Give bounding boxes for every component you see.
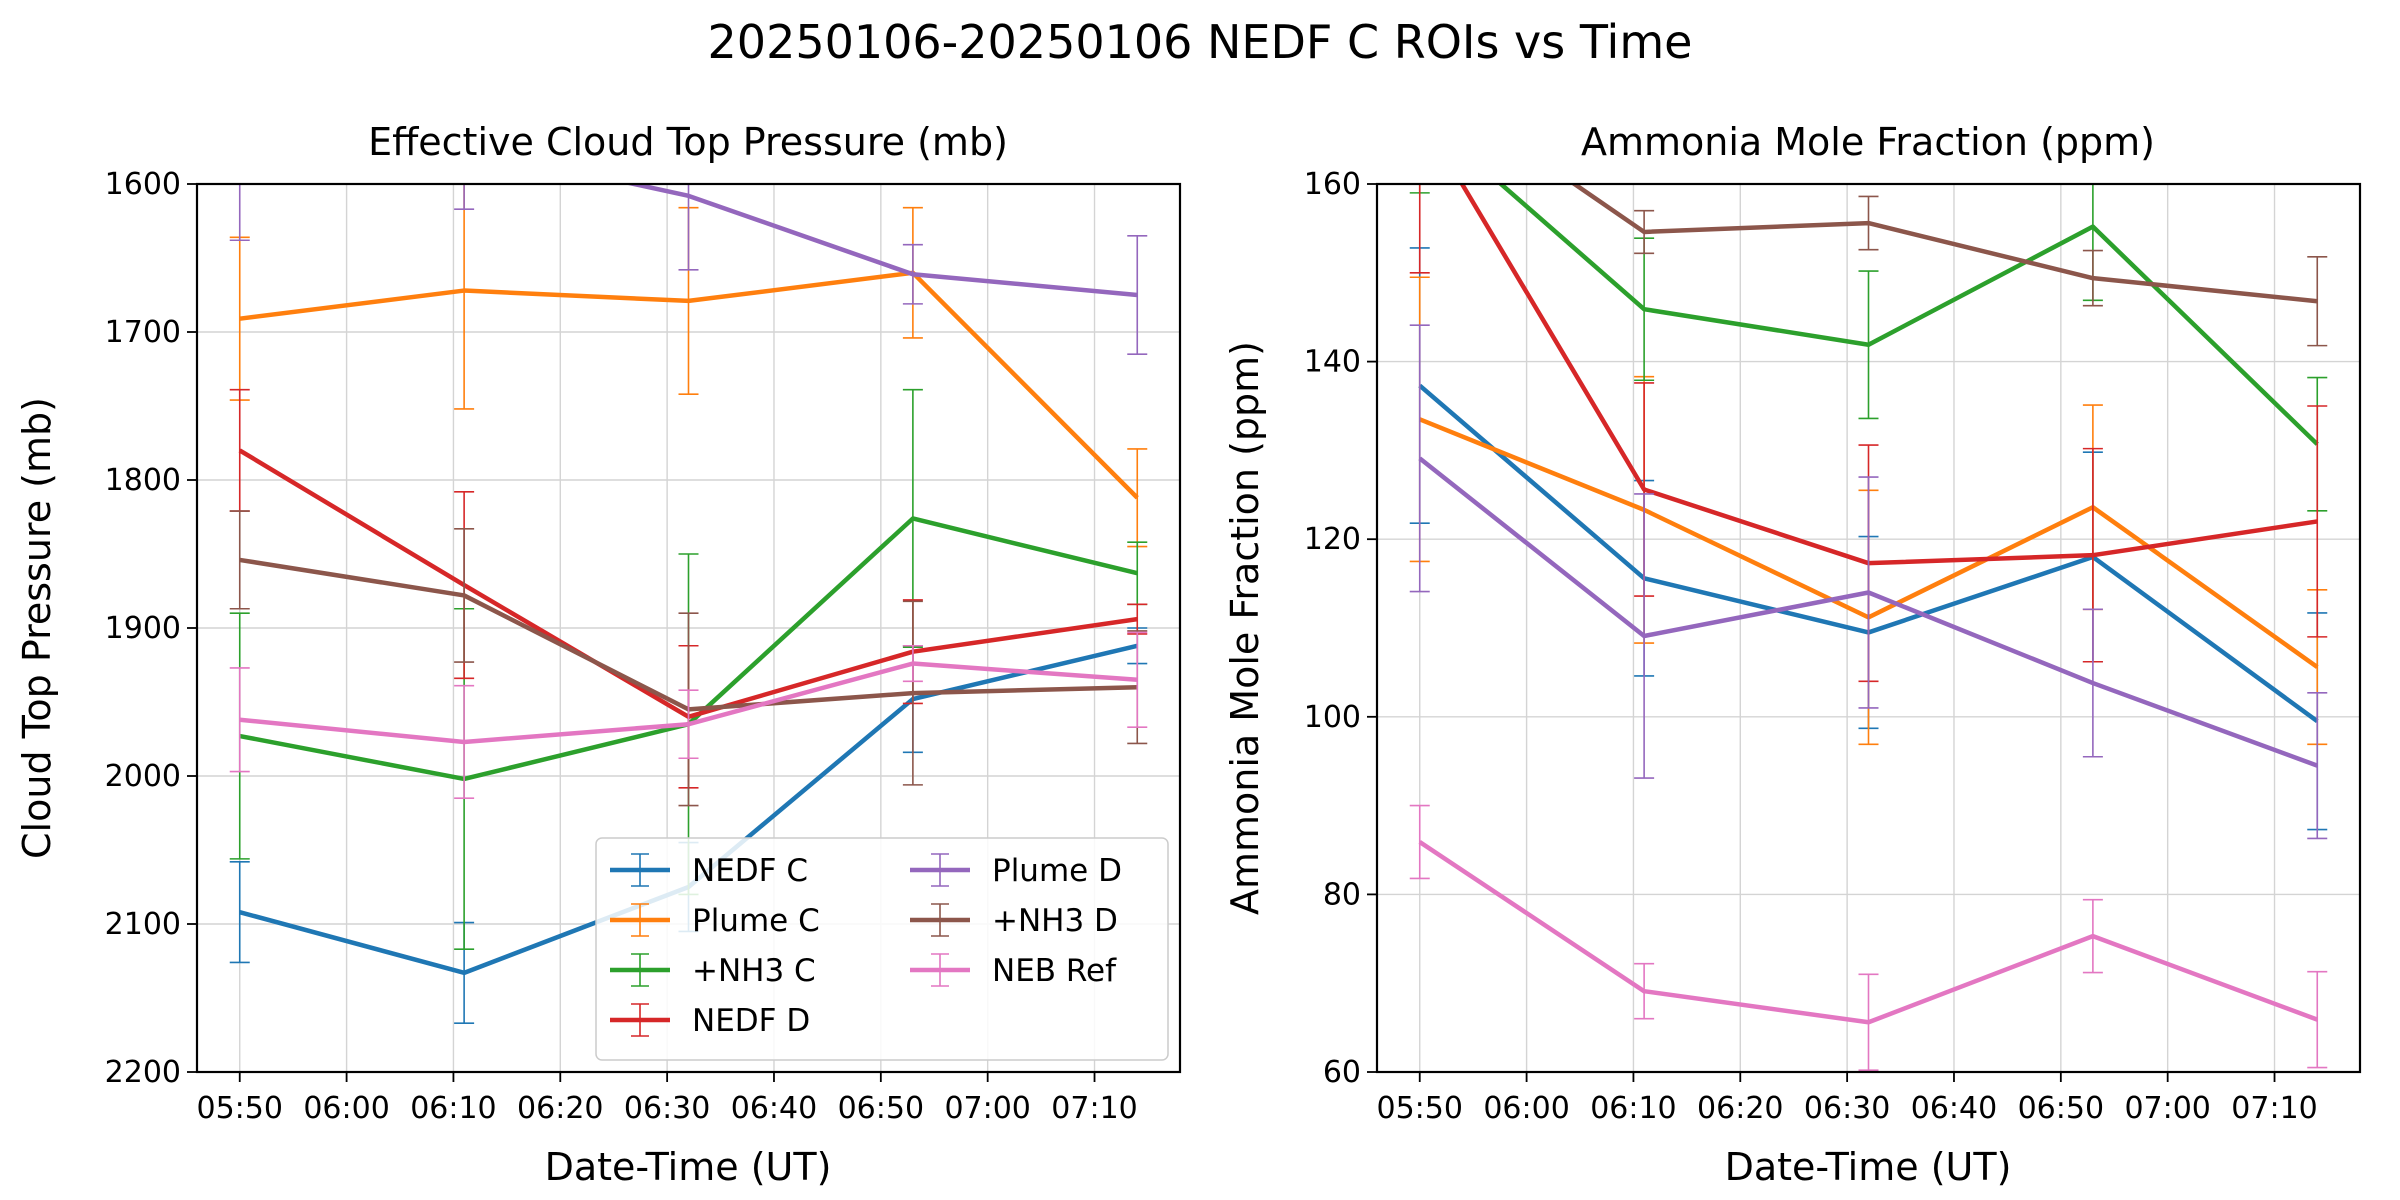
ctp-xtick-label: 06:20 (517, 1091, 603, 1126)
ctp-xtick-label: 06:10 (410, 1091, 496, 1126)
cloud-top-pressure-title: Effective Cloud Top Pressure (mb) (368, 120, 1008, 164)
ctp-ytick-label: 1800 (105, 463, 181, 498)
nh3-xtick-label: 06:50 (2018, 1091, 2104, 1126)
legend-label: +NH3 C (692, 953, 816, 989)
legend-label: NEDF C (692, 853, 808, 889)
nh3-ytick-label: 60 (1323, 1055, 1361, 1090)
legend-label: Plume D (992, 853, 1122, 889)
ctp-ytick-label: 2100 (105, 907, 181, 942)
ammonia-mole-fraction-panel: 05:50 06:00 06:10 06:20 06:30 06:40 06:50 07:00… (1223, 120, 2362, 1189)
ctp-ytick-label: 1600 (105, 167, 181, 202)
ammonia-series (1409, 184, 2328, 1072)
legend-label: +NH3 D (992, 903, 1118, 939)
nh3-xtick-label: 07:10 (2231, 1091, 2317, 1126)
cloud-top-pressure-panel: 05:50 06:00 06:10 06:20 06:30 06:40 06:50 07:00… (15, 120, 1182, 1189)
nh3-xtick-label: 06:40 (1911, 1091, 1997, 1126)
legend: NEDF C Plume C +NH3 C NEDF D Plume D +NH3 D NE… (595, 837, 1169, 1061)
nh3-ytick-label: 120 (1304, 522, 1361, 557)
cloud-top-pressure-xlabel: Date-Time (UT) (545, 1145, 832, 1189)
ctp-plume-c-series (229, 184, 1148, 548)
nh3-xtick-label: 05:50 (1377, 1091, 1463, 1126)
legend-label: NEB Ref (992, 953, 1117, 989)
nh3-ytick-label: 80 (1323, 877, 1361, 912)
legend-label: Plume C (692, 903, 820, 939)
ctp-xtick-label: 06:50 (838, 1091, 924, 1126)
cloud-top-pressure-ylabel: Cloud Top Pressure (mb) (15, 397, 59, 859)
ctp-xtick-label: 06:00 (303, 1091, 389, 1126)
ctp-xtick-label: 07:00 (944, 1091, 1030, 1126)
ctp-xtick-label: 06:40 (731, 1091, 817, 1126)
nh3-plume-d-line (1418, 456, 2319, 768)
legend-item-nedf-d: NEDF D (610, 1003, 810, 1039)
nh3-xtick-label: 07:00 (2124, 1091, 2210, 1126)
legend-item-plus-nh3-c: +NH3 C (610, 953, 816, 989)
legend-box (595, 837, 1169, 1061)
ammonia-ticks: 05:50 06:00 06:10 06:20 06:30 06:40 06:50 07:00… (1304, 167, 2318, 1126)
ctp-ytick-label: 1700 (105, 315, 181, 350)
ctp-plume-c-line (239, 270, 1139, 500)
ctp-xtick-label: 06:30 (624, 1091, 710, 1126)
ammonia-ylabel: Ammonia Mole Fraction (ppm) (1223, 341, 1267, 915)
ctp-ytick-label: 2200 (105, 1055, 181, 1090)
ammonia-xlabel: Date-Time (UT) (1725, 1145, 2012, 1189)
ctp-ytick-label: 2000 (105, 759, 181, 794)
ammonia-title: Ammonia Mole Fraction (ppm) (1581, 120, 2155, 164)
legend-item-plume-d: Plume D (910, 853, 1122, 889)
ctp-xtick-label: 07:10 (1051, 1091, 1137, 1126)
nh3-neb-ref-line (1418, 840, 2319, 1025)
nh3-plus-nh3-c-line (1497, 184, 2319, 446)
legend-item-plume-c: Plume C (610, 903, 820, 939)
nh3-ytick-label: 160 (1304, 167, 1361, 202)
nh3-xtick-label: 06:10 (1590, 1091, 1676, 1126)
nh3-xtick-label: 06:20 (1697, 1091, 1783, 1126)
nh3-neb-ref-series (1409, 804, 2328, 1072)
figure-suptitle: 20250106-20250106 NEDF C ROIs vs Time (708, 15, 1693, 69)
legend-label: NEDF D (692, 1003, 810, 1039)
nh3-plus-nh3-d-line (1570, 184, 2318, 304)
ctp-plume-d-series (229, 184, 1148, 356)
ctp-neb-ref-series (229, 631, 1148, 800)
nh3-xtick-label: 06:00 (1483, 1091, 1569, 1126)
nh3-ytick-label: 140 (1304, 345, 1361, 380)
ctp-xtick-label: 05:50 (197, 1091, 283, 1126)
nh3-plus-nh3-c-series (1409, 184, 2328, 512)
legend-item-neb-ref: NEB Ref (910, 953, 1117, 989)
nh3-xtick-label: 06:30 (1804, 1091, 1890, 1126)
ctp-ytick-label: 1900 (105, 611, 181, 646)
nh3-plus-nh3-d-series (1570, 184, 2328, 347)
legend-item-nedf-c: NEDF C (610, 853, 808, 889)
nh3-ytick-label: 100 (1304, 700, 1361, 735)
nh3-plume-d-series (1409, 324, 2328, 840)
legend-item-plus-nh3-d: +NH3 D (910, 903, 1118, 939)
ammonia-frame (1375, 182, 2362, 1074)
cloud-top-pressure-ticks: 05:50 06:00 06:10 06:20 06:30 06:40 06:50 07:00… (105, 167, 1138, 1126)
ctp-neb-ref-line (239, 661, 1138, 745)
ctp-plume-d-line (623, 184, 1138, 298)
